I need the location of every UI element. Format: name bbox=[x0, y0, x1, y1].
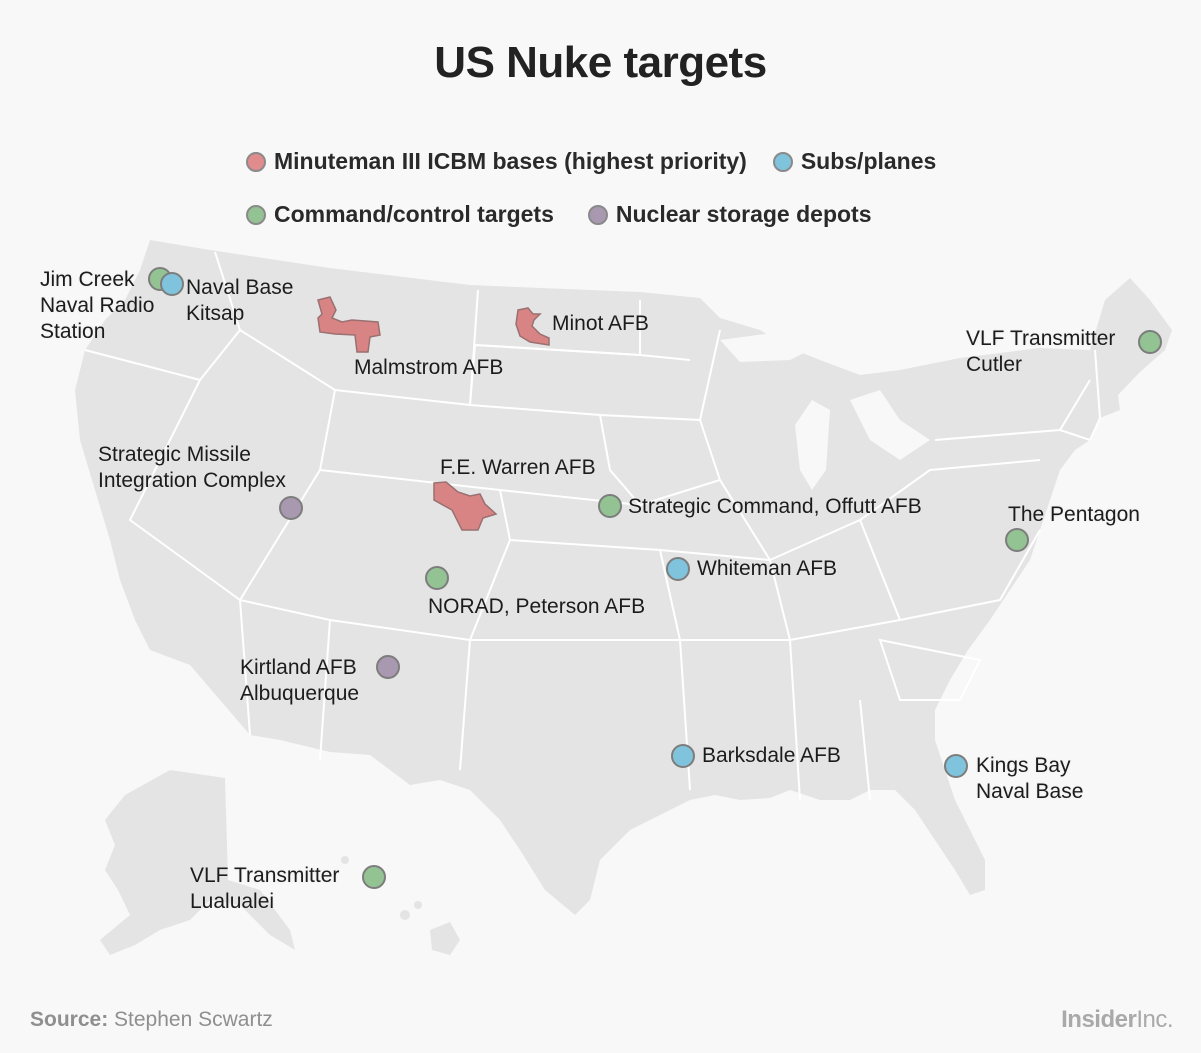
target-label: Whiteman AFB bbox=[697, 557, 838, 580]
target-label: Strategic Missile Integration Complex bbox=[98, 443, 286, 492]
source-credit: Source: Stephen Scwartz bbox=[30, 1008, 273, 1032]
source-label: Source: bbox=[30, 1008, 109, 1031]
hawaii-island bbox=[341, 856, 349, 864]
target-marker-command-icon[interactable] bbox=[362, 865, 386, 889]
target-label: Malmstrom AFB bbox=[354, 356, 504, 379]
legend-row-1: Minuteman III ICBM bases (highest priori… bbox=[246, 148, 962, 175]
legend-row-2: Command/control targets Nuclear storage … bbox=[246, 201, 898, 228]
target-marker-command-icon[interactable] bbox=[1005, 528, 1029, 552]
legend-label: Nuclear storage depots bbox=[615, 201, 872, 227]
legend-item-subs-planes: Subs/planes bbox=[772, 148, 937, 175]
hawaii-island bbox=[414, 901, 422, 909]
target-label: F.E. Warren AFB bbox=[440, 456, 596, 479]
lake-erie-huron bbox=[850, 390, 930, 460]
brand-logo: InsiderInc. bbox=[1061, 1006, 1173, 1034]
target-label: VLF Transmitter Lualualei bbox=[190, 864, 340, 913]
subs-planes-swatch-icon bbox=[772, 151, 793, 172]
target-marker-subs-planes-icon[interactable] bbox=[666, 557, 690, 581]
target-label: Kirtland AFB Albuquerque bbox=[240, 656, 360, 705]
malmstrom-icbm-field bbox=[317, 296, 381, 353]
target-label: Kings Bay Naval Base bbox=[976, 754, 1084, 803]
command-swatch-icon bbox=[246, 204, 266, 225]
target-marker-storage-icon[interactable] bbox=[279, 496, 303, 520]
target-label: Barksdale AFB bbox=[702, 744, 841, 767]
brand-bold: Insider bbox=[1061, 1006, 1137, 1033]
target-label: Jim Creek Naval Radio Station bbox=[40, 268, 155, 343]
target-label: VLF Transmitter Cutler bbox=[966, 327, 1116, 376]
legend-label: Minuteman III ICBM bases (highest priori… bbox=[274, 148, 747, 174]
target-marker-subs-planes-icon[interactable] bbox=[944, 754, 968, 778]
target-marker-command-icon[interactable] bbox=[598, 494, 622, 518]
chart-title: US Nuke targets bbox=[434, 38, 767, 87]
legend-item-command: Command/control targets bbox=[246, 201, 554, 228]
contiguous-us-landmass bbox=[75, 240, 1172, 915]
lake-michigan bbox=[795, 400, 830, 490]
target-label: The Pentagon bbox=[1008, 503, 1140, 526]
target-marker-subs-planes-icon[interactable] bbox=[671, 744, 695, 768]
minot-icbm-field bbox=[515, 307, 550, 346]
target-label: NORAD, Peterson AFB bbox=[428, 595, 646, 618]
target-marker-subs-planes-icon[interactable] bbox=[160, 272, 184, 296]
target-marker-command-icon[interactable] bbox=[1138, 330, 1162, 354]
icbm-swatch-icon bbox=[246, 151, 266, 172]
target-label: Strategic Command, Offutt AFB bbox=[628, 495, 922, 518]
legend-label: Command/control targets bbox=[274, 201, 554, 227]
hawaii-landmass bbox=[430, 922, 460, 955]
alaska-landmass bbox=[100, 770, 295, 955]
target-marker-command-icon[interactable] bbox=[425, 566, 449, 590]
target-label: Naval Base Kitsap bbox=[186, 276, 294, 325]
fe-warren-icbm-field bbox=[433, 481, 498, 531]
target-marker-storage-icon[interactable] bbox=[376, 655, 400, 679]
lake-superior bbox=[720, 332, 820, 362]
storage-swatch-icon bbox=[587, 204, 608, 225]
brand-light: Inc. bbox=[1136, 1006, 1173, 1033]
target-label: Minot AFB bbox=[552, 312, 649, 335]
source-value: Stephen Scwartz bbox=[114, 1008, 273, 1031]
hawaii-island bbox=[400, 910, 410, 920]
legend-label: Subs/planes bbox=[800, 148, 937, 174]
legend-item-storage: Nuclear storage depots bbox=[587, 201, 872, 228]
legend-item-icbm: Minuteman III ICBM bases (highest priori… bbox=[246, 148, 747, 175]
state-borders bbox=[84, 251, 1101, 801]
